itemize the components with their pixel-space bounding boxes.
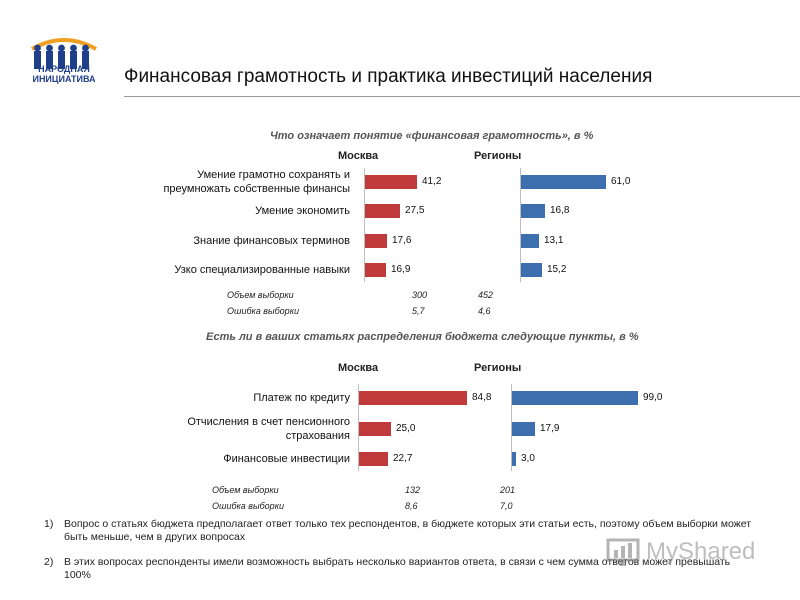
chart-2-bar-regions-3 [512,452,516,466]
chart-2-series-2-header: Регионы [474,362,522,374]
footnote-2-num: 2) [44,556,54,568]
chart-1-bar-label-moscow-2: 27,5 [405,205,425,216]
chart-1-bar-label-regions-1: 61,0 [611,176,631,187]
chart-2-series-1-axis [358,384,359,471]
category-line: Умение грамотно сохранять и [197,169,350,181]
footnote-2-text: В этих вопросах респонденты имели возмож… [64,556,731,581]
page-title: Финансовая грамотность и практика инвест… [124,66,653,87]
chart-1-bar-label-regions-2: 16,8 [550,205,570,216]
watermark-text: MyShared [646,538,756,565]
chart-2-sample-value-2: 201 [500,485,516,495]
chart-1-category-3: Знание финансовых терминов [130,234,350,248]
chart-2-bar-label-moscow-1: 84,8 [472,392,492,403]
chart-1-bar-label-regions-4: 15,2 [547,264,567,275]
chart-2-category-3: Финансовые инвестиции [130,452,350,466]
chart-1-category-1: Умение грамотно сохранять и преумножать с… [130,168,350,196]
chart-1-bar-regions-1 [521,175,606,189]
chart-1-sample-label: Объем выборки [227,290,294,300]
chart-2-bar-label-regions-3: 3,0 [521,453,535,464]
chart-1-title: Что означает понятие «финансовая грамотн… [270,130,594,142]
footnote-1-num: 1) [44,518,54,530]
chart-2-bar-label-regions-1: 99,0 [643,392,663,403]
chart-1-bar-label-regions-3: 13,1 [544,235,564,246]
logo-icon [31,38,97,69]
chart-2-bar-moscow-2 [359,422,391,436]
chart-1-bar-moscow-4 [365,263,386,277]
chart-1-sample-value-2: 452 [478,290,494,300]
chart-1-bar-regions-4 [521,263,542,277]
chart-2-bar-regions-1 [512,391,638,405]
chart-2-error-label: Ошибка выборки [212,501,284,511]
logo-line1: НАРОДНАЯ [38,64,90,74]
chart-2-category-2: Отчисления в счет пенсионного страхования [130,415,350,443]
chart-2-bar-label-moscow-3: 22,7 [393,453,413,464]
chart-2-category-1: Платеж по кредиту [130,391,350,405]
chart-2-bar-moscow-1 [359,391,467,405]
chart-1-bar-regions-3 [521,234,539,248]
category-line: Умение экономить [255,205,350,217]
chart-2-sample-value-1: 132 [405,485,421,495]
chart-1-series-1-axis [364,168,365,282]
chart-2-title: Есть ли в ваших статьях распределения бю… [206,331,639,343]
chart-1-error-value-2: 4,6 [478,306,491,316]
chart-2-bar-label-moscow-2: 25,0 [396,423,416,434]
chart-2-error-value-1: 8,6 [405,501,418,511]
watermark-icon [606,538,640,566]
category-line: Отчисления в счет пенсионного [187,416,350,428]
category-line: Знание финансовых терминов [193,235,350,247]
category-line: Платеж по кредиту [253,392,350,404]
chart-2-bar-regions-2 [512,422,535,436]
chart-2-error-value-2: 7,0 [500,501,513,511]
chart-1-series-2-header: Регионы [474,150,522,162]
category-line: Узко специализированные навыки [174,264,350,276]
chart-2-series-1-header: Москва [338,362,379,374]
chart-1-bar-regions-2 [521,204,545,218]
chart-1-sample-value-1: 300 [412,290,428,300]
chart-2-series-2-axis [511,384,512,471]
chart-1-series-2-axis [520,168,521,282]
chart-1-bar-label-moscow-3: 17,6 [392,235,412,246]
category-line: страхования [285,430,350,442]
category-line: преумножать собственные финансы [163,183,350,195]
chart-1-error-value-1: 5,7 [412,306,425,316]
chart-1-series-1-header: Москва [338,150,379,162]
chart-1-bar-label-moscow-4: 16,9 [391,264,411,275]
chart-1-bar-moscow-2 [365,204,400,218]
chart-1-category-4: Узко специализированные навыки [130,263,350,277]
chart-2-sample-label: Объем выборки [212,485,279,495]
footnote-1-text: Вопрос о статьях бюджета предполагает от… [64,518,752,543]
chart-2-bar-moscow-3 [359,452,388,466]
chart-1-category-2: Умение экономить [130,204,350,218]
logo-line2: ИНИЦИАТИВА [32,74,96,84]
category-line: Финансовые инвестиции [223,453,350,465]
title-divider [124,96,800,97]
chart-1-bar-moscow-1 [365,175,417,189]
chart-1-error-label: Ошибка выборки [227,306,299,316]
chart-1-bar-moscow-3 [365,234,387,248]
logo-text: НАРОДНАЯ ИНИЦИАТИВА [28,64,100,84]
chart-2-bar-label-regions-2: 17,9 [540,423,560,434]
chart-1-bar-label-moscow-1: 41,2 [422,176,442,187]
